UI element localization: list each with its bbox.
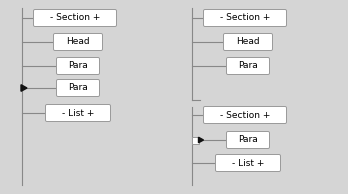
Text: Head: Head [66, 37, 90, 47]
FancyBboxPatch shape [204, 107, 286, 124]
Text: Para: Para [68, 61, 88, 70]
Text: - Section +: - Section + [220, 14, 270, 23]
Polygon shape [21, 85, 27, 91]
FancyBboxPatch shape [227, 132, 269, 148]
Text: - List +: - List + [62, 108, 94, 118]
FancyBboxPatch shape [204, 10, 286, 27]
FancyBboxPatch shape [215, 154, 280, 171]
FancyBboxPatch shape [227, 57, 269, 74]
Polygon shape [198, 137, 204, 143]
FancyBboxPatch shape [46, 105, 111, 121]
Text: Head: Head [236, 37, 260, 47]
Bar [191, 137, 198, 144]
Text: - Section +: - Section + [50, 14, 100, 23]
FancyBboxPatch shape [33, 10, 117, 27]
FancyBboxPatch shape [56, 80, 100, 96]
Text: - List +: - List + [232, 158, 264, 167]
Text: Para: Para [238, 61, 258, 70]
Text: Para: Para [238, 135, 258, 145]
FancyBboxPatch shape [56, 57, 100, 74]
Text: - Section +: - Section + [220, 111, 270, 120]
FancyBboxPatch shape [223, 34, 272, 50]
Text: Para: Para [68, 83, 88, 93]
FancyBboxPatch shape [54, 34, 103, 50]
